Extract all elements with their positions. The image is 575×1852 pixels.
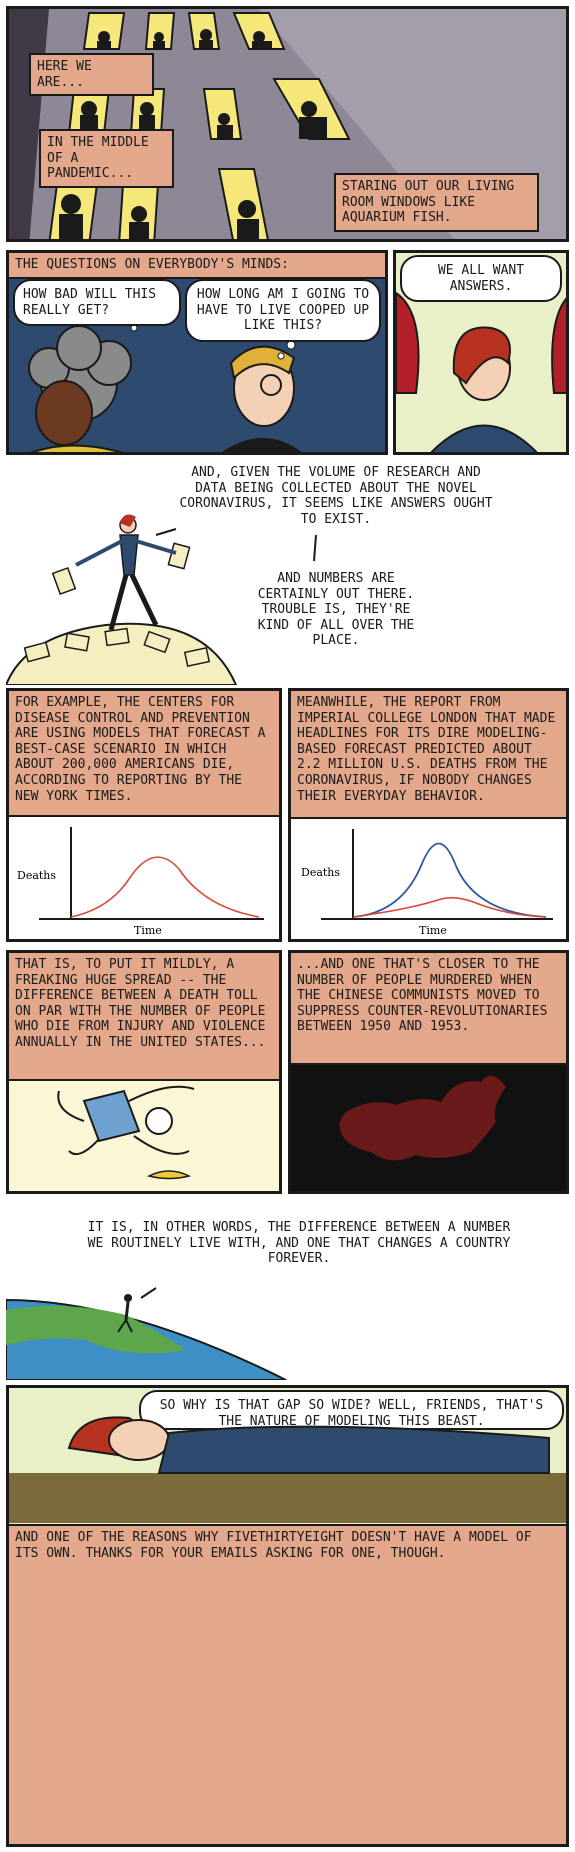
bubble-why-gap: SO WHY IS THAT GAP SO WIDE? WELL, FRIEND… [139, 1390, 564, 1430]
panel-china: ...AND ONE THAT'S CLOSER TO THE NUMBER O… [288, 950, 569, 1194]
text-research-volume: AND, GIVEN THE VOLUME OF RESEARCH AND DA… [179, 465, 493, 527]
panel-cdc-forecast: FOR EXAMPLE, THE CENTERS FOR DISEASE CON… [6, 688, 282, 942]
imperial-chart: Deaths Time [301, 829, 553, 937]
lying-woman-illustration [9, 1416, 566, 1523]
panel-answers: WE ALL WANT ANSWERS. [393, 250, 569, 455]
text-difference-between: IT IS, IN OTHER WORDS, THE DIFFERENCE BE… [87, 1220, 511, 1267]
caption-here-we-are: HERE WE ARE... [29, 53, 154, 97]
caption-questions: THE QUESTIONS ON EVERYBODY'S MINDS: [9, 253, 385, 279]
panel-building: HERE WE ARE... IN THE MIDDLE OF A PANDEM… [6, 6, 569, 242]
questioners-illustration [28, 310, 302, 452]
x-label: Time [134, 924, 162, 937]
banana-peel [146, 1170, 192, 1180]
grey-haired-woman [28, 325, 132, 422]
caption-imperial: MEANWHILE, THE REPORT FROM IMPERIAL COLL… [291, 691, 566, 819]
bubble-how-bad: HOW BAD WILL THIS REALLY GET? [13, 279, 181, 327]
y-label: Deaths [301, 866, 340, 879]
bubble-how-long: HOW LONG AM I GOING TO HAVE TO LIVE COOP… [185, 279, 381, 342]
panel-injury: THAT IS, TO PUT IT MILDLY, A FREAKING HU… [6, 950, 282, 1194]
man-with-glasses [222, 345, 302, 452]
text-numbers-all-over: AND NUMBERS ARE CERTAINLY OUT THERE. TRO… [257, 571, 415, 649]
caption-fivethirtyeight: AND ONE OF THE REASONS WHY FIVETHIRTYEIG… [9, 1524, 566, 1844]
panel-earth: IT IS, IN OTHER WORDS, THE DIFFERENCE BE… [6, 1220, 569, 1380]
panel-questions: THE QUESTIONS ON EVERYBODY'S MINDS: HOW … [6, 250, 388, 455]
panel-imperial-forecast: MEANWHILE, THE REPORT FROM IMPERIAL COLL… [288, 688, 569, 942]
blue-curve [352, 842, 547, 918]
caption-cdc: FOR EXAMPLE, THE CENTERS FOR DISEASE CON… [9, 691, 279, 817]
cdc-chart: Deaths Time [17, 827, 264, 937]
china-map-silhouette [339, 1075, 506, 1161]
falling-man-illustration [57, 1085, 195, 1180]
panel-numbers: AND, GIVEN THE VOLUME OF RESEARCH AND DA… [6, 465, 569, 685]
y-label: Deaths [17, 869, 56, 882]
caption-aquarium-fish: STARING OUT OUR LIVING ROOM WINDOWS LIKE… [334, 173, 539, 232]
x-label: Time [419, 924, 447, 937]
woman-on-papers-illustration [6, 514, 317, 685]
caption-middle-of-pandemic: IN THE MIDDLE OF A PANDEMIC... [39, 129, 174, 188]
panel-modeling: SO WHY IS THAT GAP SO WIDE? WELL, FRIEND… [6, 1385, 569, 1847]
woman-illustration [396, 291, 566, 452]
red-curve [70, 856, 260, 918]
red-curve [352, 896, 547, 918]
bubble-we-want-answers: WE ALL WANT ANSWERS. [400, 255, 562, 303]
caption-huge-spread: THAT IS, TO PUT IT MILDLY, A FREAKING HU… [9, 953, 279, 1081]
earth-illustration [6, 1287, 287, 1380]
caption-china: ...AND ONE THAT'S CLOSER TO THE NUMBER O… [291, 953, 566, 1065]
